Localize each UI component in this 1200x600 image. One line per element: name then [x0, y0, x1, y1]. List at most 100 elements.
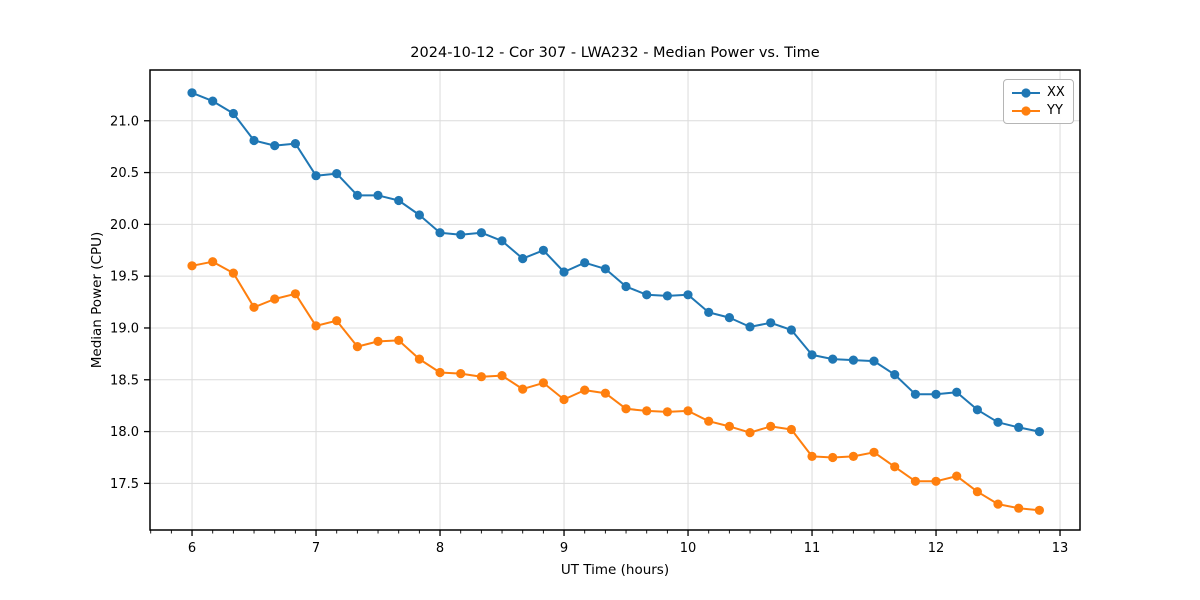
data-point-XX	[435, 228, 445, 238]
data-point-YY	[683, 406, 693, 416]
data-point-YY	[476, 372, 486, 382]
legend-marker	[1021, 87, 1031, 98]
y-tick-label: 20.0	[110, 218, 139, 233]
data-point-XX	[662, 291, 673, 301]
data-point-YY	[249, 302, 259, 312]
data-point-XX	[786, 325, 797, 335]
x-tick-label: 11	[804, 541, 821, 556]
data-point-YY	[394, 335, 404, 345]
y-tick-label: 18.5	[110, 373, 139, 388]
data-point-YY	[518, 384, 528, 394]
data-point-XX	[187, 88, 197, 98]
data-point-XX	[414, 210, 424, 220]
data-point-YY	[662, 407, 673, 417]
data-point-YY	[724, 421, 735, 431]
data-point-YY	[497, 371, 507, 381]
data-point-YY	[786, 424, 797, 435]
data-point-XX	[642, 290, 652, 300]
data-point-YY	[828, 452, 838, 463]
data-point-XX	[208, 96, 218, 106]
data-point-XX	[993, 417, 1003, 427]
data-point-YY	[890, 462, 900, 472]
data-point-YY	[456, 369, 466, 379]
data-point-YY	[311, 321, 321, 331]
x-tick-label: 8	[436, 541, 444, 556]
data-point-YY	[600, 388, 611, 398]
legend-label: XX	[1047, 85, 1065, 100]
data-point-YY	[208, 257, 218, 267]
data-point-YY	[952, 471, 962, 481]
x-tick-label: 7	[312, 541, 320, 556]
y-tick-label: 19.0	[110, 321, 139, 336]
data-point-YY	[704, 416, 714, 426]
series-XX	[187, 88, 1044, 437]
data-point-YY	[290, 289, 300, 299]
x-tick-label: 9	[560, 541, 568, 556]
data-point-YY	[621, 404, 631, 414]
data-point-YY	[332, 316, 342, 326]
data-point-XX	[373, 190, 383, 200]
tick-labels: 6 7 8 9 10 11 12 13 17.5 18.0 18.5 19.0 19.5 20.0 20.5…	[110, 114, 1068, 556]
y-tick-label: 19.5	[110, 270, 139, 285]
data-point-XX	[311, 171, 321, 181]
data-point-XX	[910, 389, 921, 399]
x-tick-label: 12	[928, 541, 945, 556]
data-point-YY	[766, 421, 776, 431]
data-point-XX	[456, 230, 466, 240]
legend: XX YY	[1003, 79, 1074, 124]
data-point-XX	[828, 354, 838, 364]
data-point-YY	[559, 394, 569, 405]
series-YY	[187, 257, 1044, 515]
data-point-YY	[931, 476, 941, 486]
data-point-YY	[807, 451, 817, 461]
y-tick-label: 20.5	[110, 166, 139, 181]
data-point-XX	[724, 313, 735, 323]
data-point-YY	[869, 447, 879, 457]
data-point-XX	[807, 350, 817, 360]
data-point-XX	[352, 190, 362, 200]
data-point-XX	[332, 169, 342, 179]
data-point-YY	[414, 354, 424, 364]
data-point-XX	[848, 355, 859, 365]
y-tick-label: 17.5	[110, 477, 139, 492]
legend-line-marker-icon	[1012, 87, 1040, 98]
data-point-XX	[972, 405, 983, 415]
x-tick-label: 6	[188, 541, 196, 556]
data-point-XX	[766, 318, 776, 328]
data-point-XX	[745, 322, 755, 332]
axes-spines	[149, 69, 1081, 531]
data-point-XX	[559, 267, 569, 277]
data-point-YY	[270, 294, 280, 304]
legend-item-YY: YY	[1011, 103, 1065, 118]
data-point-XX	[890, 370, 900, 380]
data-point-XX	[476, 228, 486, 238]
data-point-XX	[249, 135, 259, 146]
data-point-YY	[352, 342, 362, 352]
data-point-XX	[704, 307, 714, 317]
data-point-YY	[910, 476, 921, 486]
data-point-YY	[972, 487, 983, 497]
data-point-YY	[228, 268, 238, 278]
data-point-XX	[1014, 422, 1024, 432]
data-point-XX	[497, 236, 507, 246]
data-point-XX	[580, 258, 590, 268]
legend-line-marker-icon	[1012, 105, 1040, 116]
data-point-XX	[952, 387, 962, 397]
y-tick-label: 18.0	[110, 425, 139, 440]
data-point-XX	[600, 264, 611, 274]
legend-marker	[1021, 105, 1031, 116]
data-point-XX	[394, 195, 404, 206]
legend-item-XX: XX	[1011, 85, 1065, 100]
data-point-XX	[270, 141, 280, 151]
data-point-YY	[642, 406, 652, 416]
data-point-YY	[1034, 505, 1044, 515]
data-point-YY	[1014, 503, 1024, 513]
y-axis-label: Median Power (CPU)	[89, 231, 105, 369]
series-line-XX	[191, 91, 1041, 433]
data-point-XX	[518, 254, 528, 264]
data-point-YY	[373, 336, 383, 346]
data-point-XX	[621, 281, 631, 292]
data-point-XX	[683, 290, 693, 300]
legend-label: YY	[1047, 103, 1063, 118]
